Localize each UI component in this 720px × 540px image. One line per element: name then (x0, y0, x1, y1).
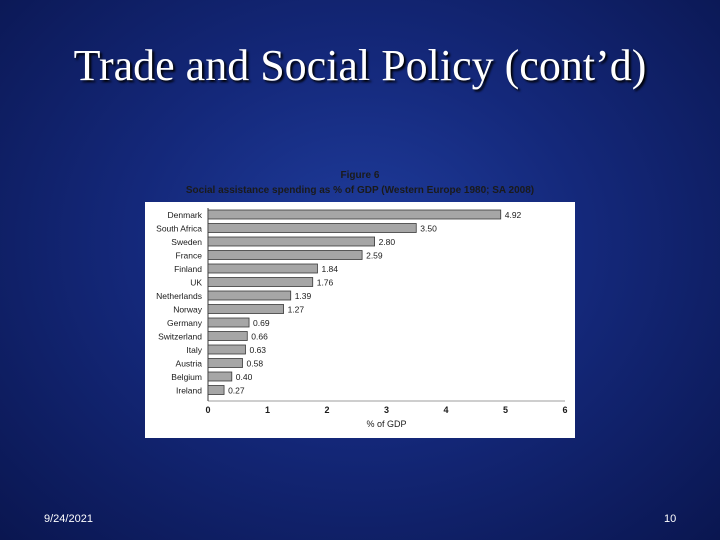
category-label: Finland (174, 264, 202, 274)
bar (207, 304, 284, 314)
category-label: UK (190, 278, 202, 288)
category-label: France (176, 251, 203, 261)
data-label: 3.50 (420, 224, 437, 234)
data-label: 0.58 (247, 359, 264, 369)
category-label: Germany (167, 318, 203, 328)
bar (207, 331, 248, 341)
category-label: Ireland (176, 386, 202, 396)
data-label: 4.92 (505, 210, 522, 220)
x-axis-title: % of GDP (366, 419, 406, 429)
category-label: Italy (186, 345, 202, 355)
data-label: 1.27 (288, 305, 305, 315)
bar (207, 236, 376, 247)
bar (207, 290, 292, 301)
slide-page-number: 10 (664, 513, 677, 525)
slide-title: Trade and Social Policy (cont’d) (73, 41, 647, 90)
bar (207, 250, 363, 260)
data-label: 0.66 (251, 332, 268, 342)
data-label: 0.69 (253, 318, 270, 328)
category-label: Netherlands (156, 291, 202, 301)
x-tick-label: 5 (503, 405, 508, 415)
bar (207, 385, 225, 395)
data-label: 0.27 (228, 386, 245, 396)
category-label: Belgium (171, 372, 202, 382)
x-tick-label: 4 (443, 405, 448, 415)
data-label: 1.84 (321, 264, 338, 274)
data-label: 2.80 (379, 237, 396, 247)
bars: Denmark 4.92 South Africa 3.50 Sweden 2.80 Fra… (156, 208, 522, 401)
bar (207, 223, 417, 233)
category-label: Austria (176, 359, 203, 369)
x-tick-label: 3 (384, 405, 389, 415)
bar (207, 209, 502, 220)
category-label: Sweden (171, 237, 202, 247)
x-tick-label: 2 (324, 405, 329, 415)
figure: Figure 6 Social assistance spending as %… (145, 170, 575, 438)
plot-panel: Denmark 4.92 South Africa 3.50 Sweden 2.80 Fra… (145, 202, 575, 438)
data-label: 1.39 (295, 291, 312, 301)
chart-title: Figure 6 (340, 170, 380, 181)
bar-chart: Denmark 4.92 South Africa 3.50 Sweden 2.80 Fra… (156, 208, 568, 429)
category-label: Switzerland (158, 332, 202, 342)
bar (207, 277, 314, 287)
bar (207, 263, 318, 274)
data-label: 1.76 (317, 278, 334, 288)
chart-subtitle: Social assistance spending as % of GDP (… (185, 185, 535, 196)
bar (207, 358, 243, 368)
x-tick-label: 0 (205, 405, 210, 415)
category-label: Denmark (168, 210, 203, 220)
category-label: Norway (173, 305, 203, 315)
bar (207, 317, 250, 328)
bar (207, 371, 233, 382)
bar (207, 344, 246, 355)
x-tick-label: 1 (265, 405, 270, 415)
data-label: 0.40 (236, 372, 253, 382)
data-label: 0.63 (249, 345, 266, 355)
data-label: 2.59 (366, 251, 383, 261)
slide-date: 9/24/2021 (44, 513, 93, 525)
category-label: South Africa (156, 224, 202, 234)
x-axis: 0 1 2 3 4 5 6 % of GDP (205, 400, 568, 429)
x-tick-label: 6 (562, 405, 567, 415)
